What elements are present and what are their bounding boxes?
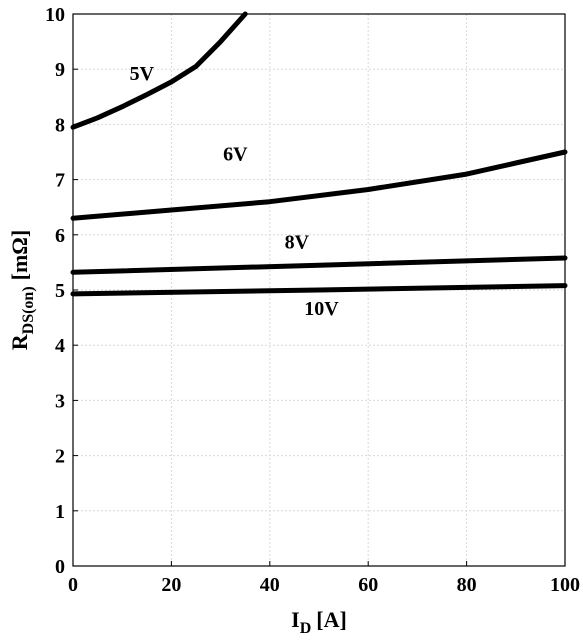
x-tick-label: 60 xyxy=(358,574,378,596)
y-tick-label: 10 xyxy=(45,4,65,26)
y-tick-label: 8 xyxy=(55,114,65,136)
series-layer xyxy=(70,11,568,297)
x-tick-label: 100 xyxy=(550,574,580,596)
series-label-6v: 6V xyxy=(223,143,248,165)
series-line-6v xyxy=(70,149,568,221)
y-tick-label: 0 xyxy=(55,556,65,578)
y-tick-label: 2 xyxy=(55,446,65,468)
ticks: 0 20 40 60 80 100 0 1 2 3 4 5 6 7 8 9 10 xyxy=(45,4,580,596)
x-tick-label: 20 xyxy=(161,574,181,596)
series-line-10v xyxy=(70,283,568,297)
y-axis-label: RDS(on)[mΩ] xyxy=(7,230,37,351)
y-tick-label: 1 xyxy=(55,501,65,523)
series-labels: 5V 6V 8V 10V xyxy=(130,63,340,320)
x-axis-label: ID [A] xyxy=(291,607,347,637)
y-tick-label: 4 xyxy=(55,335,65,357)
y-tick-label: 3 xyxy=(55,390,65,412)
series-line-5v xyxy=(70,11,248,130)
y-tick-label: 5 xyxy=(55,280,65,302)
series-line-8v xyxy=(70,255,568,275)
x-tick-label: 80 xyxy=(457,574,477,596)
y-tick-label: 7 xyxy=(55,170,65,192)
series-label-5v: 5V xyxy=(130,63,155,85)
x-tick-label: 40 xyxy=(260,574,280,596)
y-tick-label: 9 xyxy=(55,59,65,81)
series-label-10v: 10V xyxy=(304,298,339,320)
y-tick-label: 6 xyxy=(55,225,65,247)
x-tick-label: 0 xyxy=(68,574,78,596)
series-label-8v: 8V xyxy=(285,232,310,254)
